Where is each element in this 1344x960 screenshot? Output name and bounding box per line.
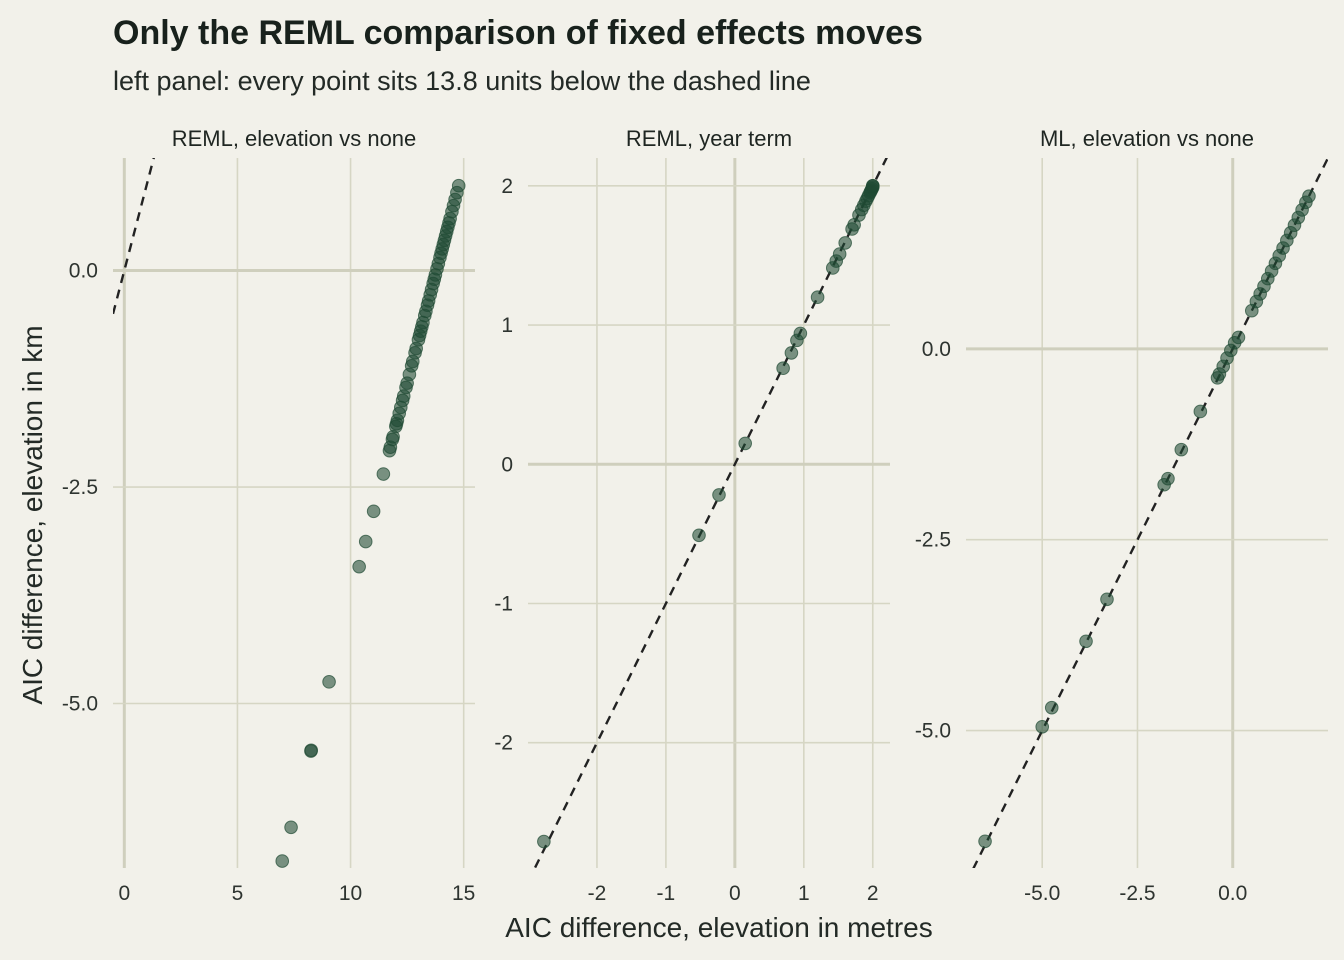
data-point <box>1100 592 1114 607</box>
y-tick-label: -2 <box>494 732 513 755</box>
x-tick-label: 1 <box>798 882 810 905</box>
y-tick-label: 0 <box>501 453 513 476</box>
y-tick-label: -2.5 <box>62 476 98 499</box>
chart-title: Only the REML comparison of fixed effect… <box>113 14 923 52</box>
data-point <box>451 178 466 193</box>
data-point <box>352 559 366 574</box>
chart-subtitle: left panel: every point sits 13.8 units … <box>113 66 811 96</box>
x-tick-label: 15 <box>452 882 475 905</box>
data-point <box>1035 719 1050 734</box>
data-point <box>838 236 852 250</box>
y-axis-title: AIC difference, elevation in km <box>17 325 48 704</box>
y-tick-label: 0.0 <box>922 338 951 361</box>
x-tick-label: 2 <box>867 882 879 905</box>
y-tick-label: 1 <box>501 314 513 337</box>
x-tick-label: 0 <box>729 882 741 905</box>
data-point <box>1302 189 1316 203</box>
x-axis-title: AIC difference, elevation in metres <box>505 912 932 943</box>
panel-2: REML, year term -2 -1 0 1 2 2 1 0 -1 -2 <box>494 126 890 905</box>
x-tick-label: -5.0 <box>1024 882 1060 905</box>
y-tick-label: -1 <box>494 592 513 615</box>
data-point <box>1231 330 1246 345</box>
data-point <box>784 346 799 360</box>
x-tick-label: 0 <box>118 882 130 905</box>
data-point <box>712 488 726 502</box>
data-point <box>275 854 290 868</box>
data-point <box>832 247 847 261</box>
data-point <box>537 834 551 849</box>
panel-strip-label: REML, year term <box>626 126 792 151</box>
data-point <box>692 528 706 543</box>
data-point <box>284 820 298 835</box>
data-point <box>865 179 880 193</box>
x-tick-label: -2.5 <box>1119 882 1155 905</box>
x-tick-label: -2 <box>588 882 607 905</box>
x-tick-label: 5 <box>232 882 244 905</box>
y-tick-label: 2 <box>501 175 513 198</box>
data-point <box>776 361 790 376</box>
panel-strip-label: REML, elevation vs none <box>172 126 417 151</box>
panel-strip-label: ML, elevation vs none <box>1040 126 1254 151</box>
data-point <box>1174 442 1189 457</box>
y-tick-label: 0.0 <box>69 260 98 283</box>
data-point <box>1079 634 1093 649</box>
x-tick-label: -1 <box>657 882 676 905</box>
data-point <box>793 326 808 341</box>
panel-1: REML, elevation vs none 0 5 10 15 0.0 -2.5 -5.0 <box>62 126 476 905</box>
data-point <box>322 675 336 689</box>
data-point <box>1157 477 1171 492</box>
data-point <box>1193 404 1208 419</box>
data-point <box>738 436 753 451</box>
y-tick-label: -5.0 <box>62 692 98 715</box>
data-point <box>358 534 373 549</box>
panel-3: ML, elevation vs none -5.0 -2.5 0.0 0.0 -2.5 -… <box>915 126 1328 905</box>
data-point <box>366 504 381 519</box>
data-point <box>1044 700 1059 715</box>
data-point <box>376 467 391 481</box>
data-point <box>304 744 318 758</box>
data-point <box>978 834 992 849</box>
data-point <box>810 290 825 305</box>
y-tick-label: -2.5 <box>915 529 951 552</box>
x-tick-label: 10 <box>339 882 362 905</box>
y-tick-label: -5.0 <box>915 720 951 743</box>
x-tick-label: 0.0 <box>1218 882 1247 905</box>
